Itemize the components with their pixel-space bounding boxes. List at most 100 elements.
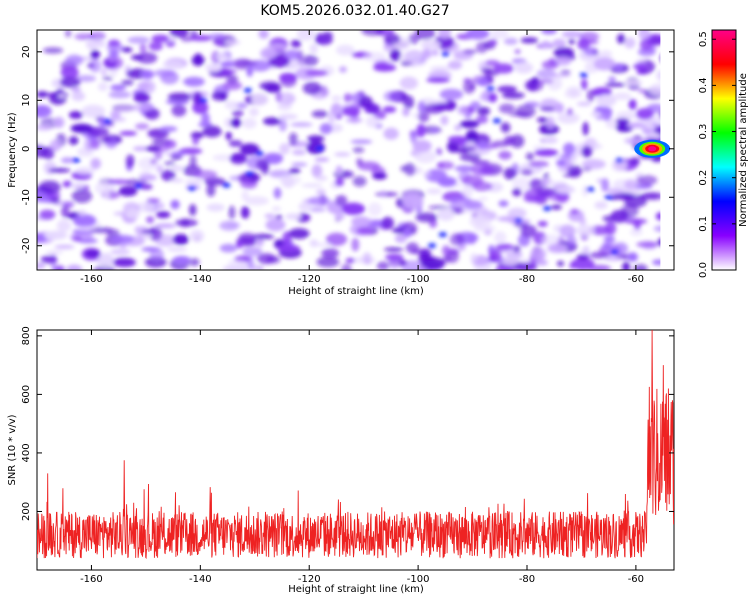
heatmap-cell xyxy=(615,157,624,163)
heatmap-cell xyxy=(278,113,298,120)
heatmap-cell xyxy=(312,242,332,247)
heatmap-cell xyxy=(262,117,281,126)
heatmap-cell xyxy=(257,253,276,265)
heatmap-cell xyxy=(465,130,479,142)
hotspot-contour xyxy=(648,146,657,152)
heatmap-cell xyxy=(520,224,537,238)
heatmap-cell xyxy=(493,63,514,74)
heatmap-cell xyxy=(171,151,186,157)
heatmap-cell xyxy=(189,258,200,267)
heatmap-cell xyxy=(543,136,559,144)
heatmap-cell xyxy=(229,153,248,165)
heatmap-cell xyxy=(535,187,558,197)
chart-title: KOM5.2026.032.01.40.G27 xyxy=(260,3,449,19)
heatmap-cell xyxy=(75,166,95,176)
heatmap-cell xyxy=(279,72,298,83)
snr-series-line xyxy=(37,330,674,560)
heatmap-cell xyxy=(37,91,49,98)
heatmap-cell xyxy=(373,63,397,72)
heatmap-cell xyxy=(183,76,205,87)
heatmap-cell xyxy=(605,221,617,236)
heatmap-cell xyxy=(514,49,521,54)
heatmap-cell xyxy=(557,112,580,124)
heatmap-cell xyxy=(566,234,577,248)
heatmap-cell xyxy=(440,115,449,126)
heatmap-cell xyxy=(301,183,323,188)
colorbar-label: Normalized spectral amplitude xyxy=(738,73,749,227)
heatmap-cell xyxy=(475,206,488,214)
heatmap-cell xyxy=(62,180,72,188)
heatmap-cell xyxy=(311,164,323,178)
heatmap-cell xyxy=(42,47,64,54)
heatmap-cell xyxy=(331,95,342,102)
heatmap-cell xyxy=(243,87,252,93)
heatmap-cell xyxy=(580,247,589,255)
heatmap-cell xyxy=(590,111,602,117)
heatmap-cell xyxy=(131,54,144,61)
heatmap-cell xyxy=(335,195,348,206)
heatmap-cell xyxy=(303,54,319,67)
heatmap-cell xyxy=(146,216,155,224)
heatmap-cell xyxy=(97,137,113,144)
heatmap-cell xyxy=(70,86,81,93)
x-tick-label: -80 xyxy=(519,574,535,585)
heatmap-cell xyxy=(201,112,210,126)
heatmap-cell xyxy=(421,49,432,59)
heatmap-cell xyxy=(351,237,360,252)
heatmap-cell xyxy=(559,224,576,238)
heatmap-cell xyxy=(256,158,269,171)
heatmap-cell xyxy=(158,144,170,152)
heatmap-cell xyxy=(421,257,446,270)
heatmap-cell xyxy=(139,43,147,54)
heatmap-cell xyxy=(306,141,326,155)
heatmap-cell xyxy=(70,182,85,189)
heatmap-cell xyxy=(119,131,138,136)
heatmap-cell xyxy=(297,30,315,41)
heatmap-cell xyxy=(68,136,79,146)
heatmap-cell xyxy=(219,243,238,253)
heatmap-cell xyxy=(268,55,291,68)
heatmap-cell xyxy=(414,150,437,164)
heatmap-cell xyxy=(615,111,637,120)
heatmap-cell xyxy=(339,66,347,73)
heatmap-cell xyxy=(547,243,568,253)
heatmap-cell xyxy=(645,122,654,129)
y-tick-label: 200 xyxy=(21,502,32,521)
heatmap-cell xyxy=(169,30,189,38)
heatmap-cell xyxy=(520,37,539,44)
heatmap-cell xyxy=(316,189,326,196)
heatmap-cell xyxy=(471,163,493,176)
heatmap-cell xyxy=(225,39,241,46)
heatmap-cell xyxy=(554,102,564,113)
x-tick-label: -160 xyxy=(80,574,103,585)
heatmap-cell xyxy=(495,243,514,251)
heatmap-cell xyxy=(454,124,462,132)
heatmap-cell xyxy=(305,69,329,77)
heatmap-cell xyxy=(504,135,515,146)
heatmap-cell xyxy=(438,161,454,170)
heatmap-cell xyxy=(607,188,623,195)
heatmap-cell xyxy=(55,265,65,270)
colorbar-tick-label: 0.4 xyxy=(698,77,709,93)
heatmap-cell xyxy=(461,184,473,199)
heatmap-cell xyxy=(536,259,548,266)
heatmap-cell xyxy=(492,118,501,124)
heatmap-cell xyxy=(199,97,208,103)
heatmap-cell xyxy=(139,174,157,181)
heatmap-cell xyxy=(107,179,132,185)
heatmap-cell xyxy=(508,112,532,117)
heatmap-cell xyxy=(222,81,243,90)
heatmap-cell xyxy=(156,165,164,174)
heatmap-cell xyxy=(550,204,562,210)
x-tick-label: -140 xyxy=(189,574,212,585)
heatmap-cell xyxy=(382,106,397,113)
heatmap-cell xyxy=(437,30,452,39)
heatmap-cell xyxy=(136,52,158,64)
heatmap-hotspot xyxy=(634,139,671,158)
snr-y-axis: 200 400 600 800 xyxy=(21,326,674,521)
heatmap-cell xyxy=(495,265,514,270)
heatmap-y-label: Frequency (Hz) xyxy=(7,112,18,188)
heatmap-cell xyxy=(81,104,106,118)
heatmap-cell xyxy=(206,183,216,197)
